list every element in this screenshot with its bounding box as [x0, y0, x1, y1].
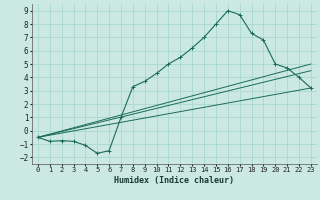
X-axis label: Humidex (Indice chaleur): Humidex (Indice chaleur)	[115, 176, 234, 185]
